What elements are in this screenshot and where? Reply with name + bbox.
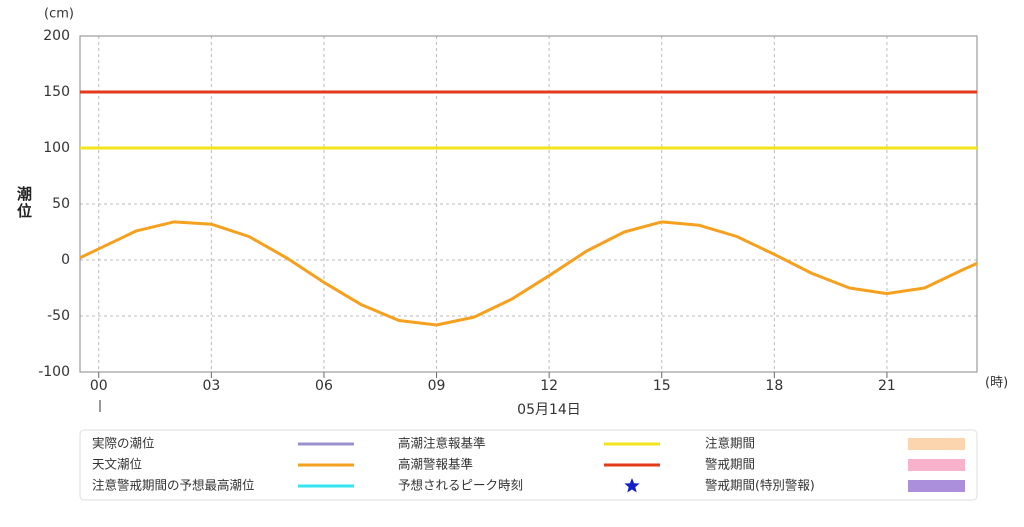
legend-label: 高潮警報基準: [398, 457, 473, 472]
x-tick-label: 12: [540, 378, 558, 394]
y-label: 潮位: [15, 186, 33, 220]
y-tick-label: 200: [43, 28, 70, 44]
tide-line: [79, 220, 978, 327]
y-tick-label: 50: [52, 196, 70, 212]
x-tick-label: 18: [765, 378, 783, 394]
y-tick-label: 100: [43, 140, 70, 156]
x-tick-label: 03: [202, 378, 220, 394]
legend-label: 予想されるピーク時刻: [398, 478, 523, 493]
y-tick-label: 0: [61, 252, 70, 268]
legend-swatch: [624, 478, 640, 493]
legend-swatch: [908, 438, 965, 450]
legend-label: 警戒期間(特別警報): [705, 478, 815, 493]
y-tick-label: -100: [38, 364, 70, 380]
legend-box: [79, 429, 978, 501]
legend-label: 天文潮位: [92, 457, 142, 472]
x-unit: (時): [985, 376, 1008, 391]
plot-frame: [79, 35, 978, 373]
legend-label: 警戒期間: [705, 457, 755, 472]
legend-swatch: [908, 480, 965, 492]
legend-label: 実際の潮位: [92, 436, 155, 451]
legend-label: 高潮注意報基準: [398, 436, 486, 451]
x-tick-label: 06: [315, 378, 333, 394]
x-tick-label: 09: [428, 378, 446, 394]
x-tick-label: 15: [653, 378, 671, 394]
y-tick-label: 150: [43, 84, 70, 100]
x-tick-label: 21: [878, 378, 896, 394]
legend-swatch: [908, 459, 965, 471]
y-unit: (cm): [44, 7, 74, 22]
y-tick-label: -50: [47, 308, 70, 324]
x-label: 05月14日: [517, 402, 581, 418]
legend-label: 注意期間: [705, 436, 755, 451]
legend-label: 注意警戒期間の予想最高潮位: [92, 478, 255, 493]
x-tick-label: 00: [90, 378, 108, 394]
